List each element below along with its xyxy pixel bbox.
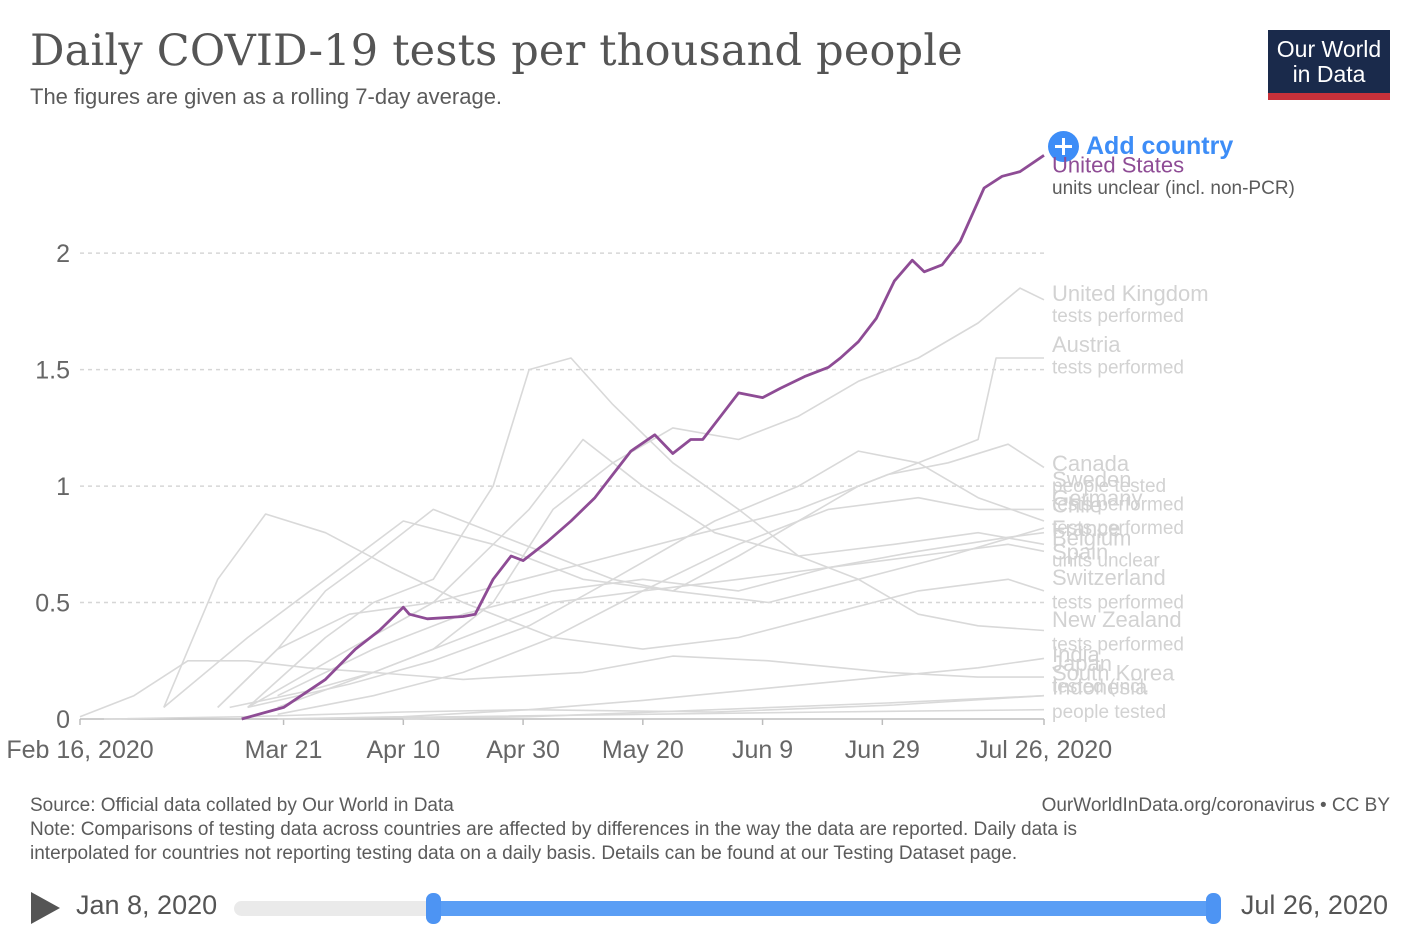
series-note-label: tests performed	[1052, 634, 1184, 655]
logo-line-2: in Data	[1292, 61, 1366, 87]
timeline-start-handle[interactable]	[425, 893, 441, 924]
series-line	[403, 694, 1045, 720]
series-name-label: Chile	[1052, 493, 1102, 518]
chart-subtitle: The figures are given as a rolling 7-day…	[30, 84, 503, 109]
series-line	[241, 154, 1045, 721]
series-name-label: Switzerland	[1052, 565, 1166, 590]
series-name-label: Spain	[1052, 539, 1108, 564]
grid-lines	[80, 252, 1044, 604]
series-name-label: Japan	[1052, 651, 1112, 676]
x-tick-label: Feb 16, 2020	[6, 736, 153, 764]
x-tick-label: Apr 30	[486, 736, 560, 764]
series-line	[163, 513, 1045, 708]
x-tick-label: May 20	[602, 736, 684, 764]
series-name-label: Germany	[1052, 486, 1142, 511]
series-line	[277, 496, 1044, 716]
series-line	[217, 357, 1044, 708]
y-tick-label: 1.5	[35, 357, 70, 385]
x-tick-label: Jul 26, 2020	[976, 736, 1112, 764]
logo-line-1: Our World	[1276, 36, 1382, 62]
y-tick-label: 1	[56, 473, 70, 501]
y-tick-label: 0.5	[35, 590, 70, 618]
series-name-label: Canada	[1052, 451, 1130, 476]
timeline-track[interactable]	[234, 901, 1218, 916]
axes: 0 0.5 1 1.5 2 Feb 16, 2020 Mar 21 Apr 10 Apr 30 M…	[6, 240, 1112, 764]
series-line	[247, 450, 1045, 709]
series-name-label: Sweden	[1052, 467, 1132, 492]
series-name-label: United States	[1052, 153, 1184, 178]
series-name-label: Indonesia	[1052, 674, 1148, 699]
series-note-label: tests performed	[1052, 357, 1184, 378]
series-note-label: tested (incl.	[1052, 676, 1149, 697]
y-tick-label: 2	[56, 240, 70, 268]
series-line	[163, 520, 1045, 709]
series-note-label: tests performed	[1052, 306, 1184, 327]
series-name-label: United Kingdom	[1052, 281, 1209, 306]
series-note-label: tests performed	[1052, 495, 1184, 516]
timeline-selected-range	[430, 901, 1218, 916]
series-name-label: France	[1052, 516, 1120, 541]
timeline-start-label: Jan 8, 2020	[76, 890, 218, 920]
source-link[interactable]: OurWorldInData.org/coronavirus • CC BY	[1041, 795, 1390, 816]
series-lines	[79, 154, 1045, 721]
series-line	[277, 543, 1045, 697]
play-icon[interactable]	[31, 892, 60, 924]
series-line	[277, 708, 1045, 720]
series-name-label: Austria	[1052, 332, 1121, 357]
series-note-label: people tested	[1052, 702, 1166, 723]
series-line	[79, 655, 1044, 718]
series-note-label: tests performed	[1052, 518, 1184, 539]
series-line	[217, 443, 1045, 708]
series-note-label: people tested	[1052, 476, 1166, 497]
timeline-end-handle[interactable]	[1206, 893, 1221, 924]
x-tick-label: Jun 9	[732, 736, 793, 764]
series-line	[247, 438, 1045, 709]
owid-logo[interactable]: Our World in Data	[1268, 30, 1390, 100]
source-text: Source: Official data collated by Our Wo…	[30, 795, 454, 816]
series-name-label: Belgium	[1052, 525, 1131, 550]
series-name-label: India	[1052, 642, 1100, 667]
x-tick-label: Mar 21	[245, 736, 323, 764]
chart-title: Daily COVID-19 tests per thousand people	[30, 26, 963, 76]
logo-accent-bar	[1268, 93, 1390, 100]
timeline: Jan 8, 2020 Jul 26, 2020	[0, 880, 1418, 938]
x-tick-label: Jun 29	[845, 736, 920, 764]
series-line	[277, 531, 1045, 709]
add-country-label: Add country	[1086, 132, 1234, 160]
series-note-label: units unclear	[1052, 551, 1160, 572]
note-line-2: interpolated for countries not reporting…	[30, 843, 1018, 864]
note-line-1: Note: Comparisons of testing data across…	[30, 819, 1077, 840]
series-note-label: tests performed	[1052, 593, 1184, 614]
y-tick-label: 0	[56, 706, 70, 734]
x-tick-label: Apr 10	[366, 736, 440, 764]
series-line	[277, 657, 1045, 720]
series-line	[247, 357, 1045, 708]
series-name-label: South Korea	[1052, 660, 1175, 685]
plus-circle-icon	[1048, 131, 1079, 162]
add-country-button[interactable]: Add country	[1048, 131, 1233, 162]
series-name-label: New Zealand	[1052, 607, 1182, 632]
line-chart: 0 0.5 1 1.5 2 Feb 16, 2020 Mar 21 Apr 10 Apr 30 M…	[6, 153, 1295, 764]
series-note-label: units unclear (incl. non-PCR)	[1052, 178, 1295, 199]
timeline-end-label: Jul 26, 2020	[1240, 890, 1388, 920]
